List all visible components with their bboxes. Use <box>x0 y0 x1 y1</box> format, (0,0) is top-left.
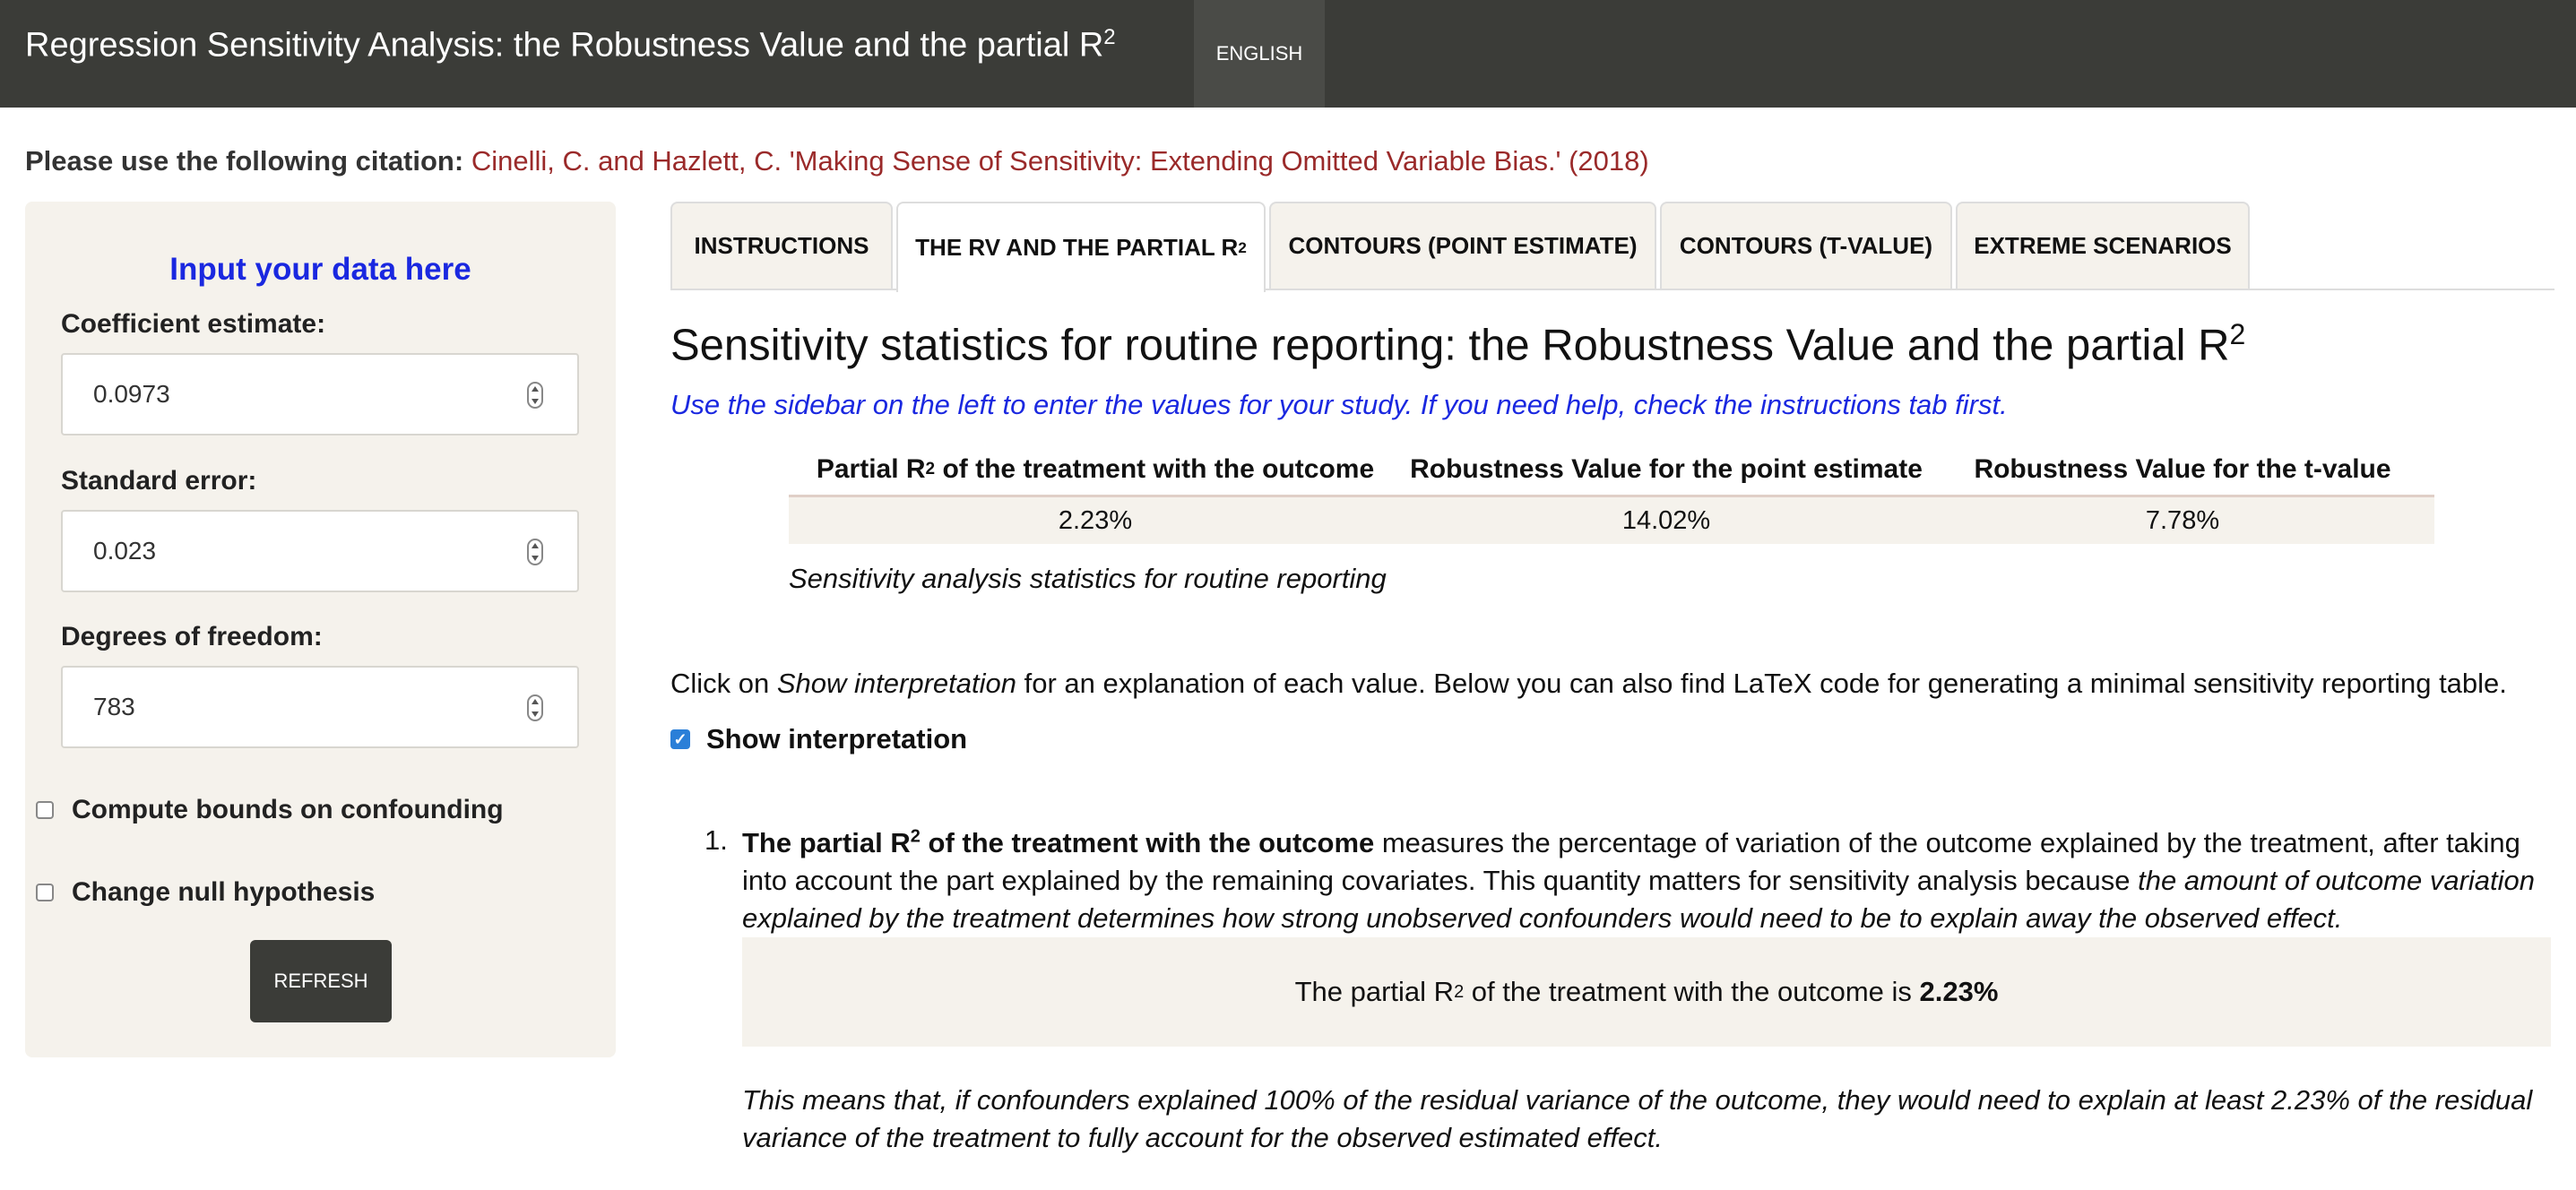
page-title: Sensitivity statistics for routine repor… <box>670 318 2246 370</box>
coefficient-value: 0.0973 <box>93 380 170 408</box>
tabs-divider <box>670 289 2554 290</box>
table-header-rv-tvalue: Robustness Value for the t-value <box>1974 453 2391 484</box>
change-null-label: Change null hypothesis <box>72 877 376 907</box>
citation-text: Cinelli, C. and Hazlett, C. 'Making Sens… <box>471 145 1649 177</box>
citation: Please use the following citation: Cinel… <box>25 145 1649 177</box>
table-cell-partial-r2: 2.23% <box>1058 505 1133 535</box>
standard-error-value: 0.023 <box>93 537 157 565</box>
show-interpretation-checkbox[interactable]: ✓ Show interpretation <box>670 723 967 755</box>
change-null-checkbox[interactable]: Change null hypothesis <box>36 877 375 908</box>
coefficient-label: Coefficient estimate: <box>61 309 326 339</box>
list-item-number: 1. <box>705 824 728 856</box>
partial-r2-interpretation: This means that, if confounders explaine… <box>742 1084 2533 1153</box>
tab-contours-t-value[interactable]: CONTOURS (T-VALUE) <box>1660 202 1952 289</box>
tab-instructions[interactable]: INSTRUCTIONS <box>670 202 893 289</box>
table-row <box>789 497 2434 544</box>
checkmark-icon[interactable]: ✓ <box>670 729 690 749</box>
instructions-hint: Use the sidebar on the left to enter the… <box>670 389 2008 420</box>
degrees-of-freedom-label: Degrees of freedom: <box>61 622 323 651</box>
app-title: Regression Sensitivity Analysis: the Rob… <box>25 25 1116 65</box>
standard-error-label: Standard error: <box>61 466 257 496</box>
sidebar-heading: Input your data here <box>169 252 471 287</box>
partial-r2-explanation: The partial R2 of the treatment with the… <box>742 826 2536 934</box>
standard-error-input[interactable]: 0.023 <box>61 510 579 592</box>
tab-extreme-scenarios[interactable]: EXTREME SCENARIOS <box>1956 202 2250 289</box>
checkbox-unchecked-icon[interactable] <box>36 801 54 819</box>
coefficient-input[interactable]: 0.0973 <box>61 353 579 435</box>
spinner-icon[interactable] <box>527 694 543 721</box>
spinner-icon[interactable] <box>527 539 543 565</box>
degrees-of-freedom-value: 783 <box>93 693 135 720</box>
navbar: Regression Sensitivity Analysis: the Rob… <box>0 0 2576 108</box>
tab-contours-point-estimate[interactable]: CONTOURS (POINT ESTIMATE) <box>1269 202 1656 289</box>
compute-bounds-label: Compute bounds on confounding <box>72 795 504 824</box>
degrees-of-freedom-input[interactable]: 783 <box>61 666 579 748</box>
interpretation-hint: Click on Show interpretation for an expl… <box>670 668 2507 699</box>
spinner-icon[interactable] <box>527 382 543 409</box>
partial-r2-value: 2.23% <box>1919 976 1999 1007</box>
compute-bounds-checkbox[interactable]: Compute bounds on confounding <box>36 795 504 825</box>
checkbox-unchecked-icon[interactable] <box>36 884 54 901</box>
language-menu[interactable]: ENGLISH <box>1194 0 1325 108</box>
citation-label: Please use the following citation: <box>25 145 464 177</box>
table-cell-rv-tvalue: 7.78% <box>2145 505 2220 535</box>
refresh-button[interactable]: REFRESH <box>250 940 392 1022</box>
table-header-rv-point: Robustness Value for the point estimate <box>1410 453 1923 484</box>
table-caption: Sensitivity analysis statistics for rout… <box>789 563 1387 594</box>
table-cell-rv-point: 14.02% <box>1621 505 1711 535</box>
input-sidebar: Input your data here Coefficient estimat… <box>25 202 616 1057</box>
show-interpretation-label: Show interpretation <box>706 723 968 755</box>
table-header-divider <box>789 495 2434 497</box>
